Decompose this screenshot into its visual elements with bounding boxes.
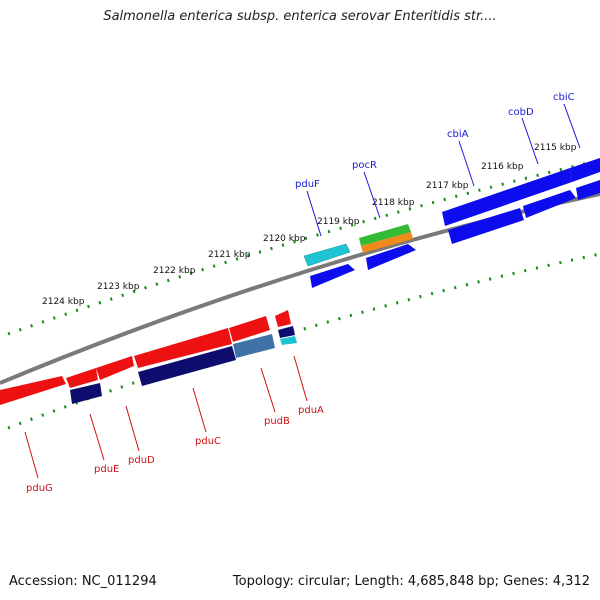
gene-label-pduD: pduD [128, 455, 155, 466]
gene-pocR-orange-feature[interactable] [361, 232, 413, 253]
kbp-label-2117: 2117 kbp [426, 181, 469, 191]
gene-cbiA-upper-feature[interactable] [442, 168, 572, 226]
gene-cobD-upper-feature[interactable] [570, 158, 600, 182]
gene-pduE-lower-feature[interactable] [70, 383, 102, 404]
inner-ruler [7, 252, 600, 430]
gene-pduA-lower-feature[interactable] [280, 336, 297, 345]
accession-label: Accession: NC_011294 [9, 574, 157, 589]
gene-pduC-upper-feature[interactable] [134, 328, 232, 368]
gene-pocR-green-feature[interactable] [359, 224, 411, 246]
gene-label-cbiC: cbiC [553, 92, 575, 103]
gene-label-pduC: pduC [195, 436, 221, 447]
gene-cobD-lower-feature[interactable] [523, 190, 576, 218]
gene-pduC-lower-feature[interactable] [138, 346, 236, 386]
gene-pduG-feature[interactable] [0, 376, 66, 405]
gene-pudB-lower-feature[interactable] [233, 334, 275, 358]
gene-label-pduF: pduF [295, 179, 320, 190]
gene-pduA-upper-feature[interactable] [275, 310, 291, 327]
gene-label-pocR: pocR [352, 160, 377, 171]
kbp-label-2124: 2124 kbp [42, 297, 85, 307]
gene-cbiA-lower-feature[interactable] [448, 208, 524, 244]
reverse-gene-leaders [24, 355, 308, 479]
gene-pduF-lower-feature[interactable] [310, 264, 355, 288]
kbp-labels: 2124 kbp 2123 kbp 2122 kbp 2121 kbp 2120… [42, 143, 577, 307]
genome-stats-label: Topology: circular; Length: 4,685,848 bp… [232, 574, 590, 589]
gene-label-pduE: pduE [94, 464, 119, 475]
reverse-gene-labels: pduG pduE pduD pduC pudB pduA [26, 405, 324, 494]
map-title: Salmonella enterica subsp. enterica sero… [103, 9, 497, 24]
kbp-label-2115: 2115 kbp [534, 143, 577, 153]
gene-cbiC-lower-feature[interactable] [576, 180, 600, 200]
kbp-label-2118: 2118 kbp [372, 198, 415, 208]
gene-label-cobD: cobD [508, 107, 534, 118]
kbp-label-2116: 2116 kbp [481, 162, 524, 172]
forward-gene-leaders [306, 103, 581, 237]
gene-pduE-upper-feature[interactable] [66, 368, 98, 388]
gene-label-pduG: pduG [26, 483, 53, 494]
kbp-label-2119: 2119 kbp [317, 217, 360, 227]
gene-pocR-lower-feature[interactable] [366, 244, 416, 270]
reverse-strand-features [0, 310, 297, 405]
gene-pduF-feature[interactable] [303, 243, 351, 267]
gene-pudB-upper-feature[interactable] [229, 316, 270, 342]
gene-label-pudB: pudB [264, 416, 290, 427]
kbp-label-2123: 2123 kbp [97, 282, 140, 292]
kbp-label-2121: 2121 kbp [208, 250, 251, 260]
gene-label-cbiA: cbiA [447, 129, 469, 140]
gene-pduD-feature[interactable] [96, 356, 134, 380]
forward-strand-features [303, 158, 600, 288]
forward-gene-labels: pduF pocR cbiA cobD cbiC [295, 92, 575, 190]
kbp-label-2122: 2122 kbp [153, 266, 196, 276]
kbp-label-2120: 2120 kbp [263, 234, 306, 244]
gene-pduA-mid-feature[interactable] [278, 326, 295, 338]
gene-label-pduA: pduA [298, 405, 324, 416]
